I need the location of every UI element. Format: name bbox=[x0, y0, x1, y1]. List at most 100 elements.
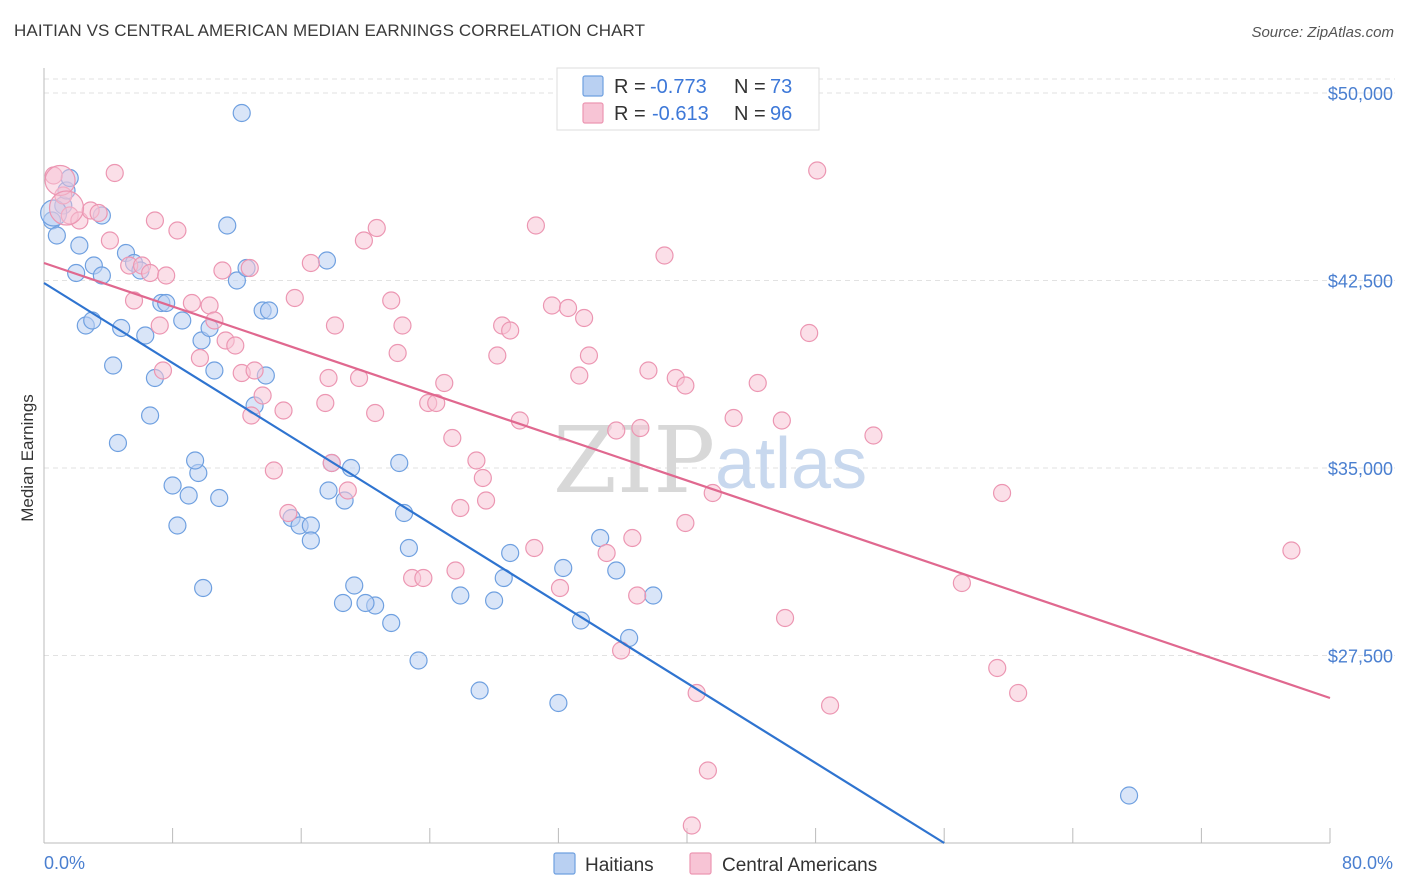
data-point bbox=[451, 586, 470, 605]
trend-line-central-americans bbox=[43, 261, 1331, 700]
data-point bbox=[473, 468, 492, 488]
data-point bbox=[550, 578, 570, 598]
legend-r-label-haitians: R = bbox=[614, 76, 646, 98]
data-point bbox=[333, 593, 353, 613]
data-point bbox=[213, 261, 232, 280]
data-point bbox=[446, 561, 465, 580]
data-point bbox=[279, 503, 298, 523]
data-point bbox=[70, 236, 89, 255]
y-tick-label: $27,500 bbox=[1328, 647, 1393, 667]
x-tick-label-min: 0.0% bbox=[44, 853, 85, 873]
data-point bbox=[988, 658, 1007, 678]
data-point bbox=[470, 681, 489, 700]
data-point bbox=[591, 528, 610, 548]
legend-swatch-haitians bbox=[582, 75, 604, 97]
data-point bbox=[382, 291, 401, 310]
data-point bbox=[724, 408, 743, 428]
data-point bbox=[644, 586, 663, 605]
x-tick-label-max: 80.0% bbox=[1342, 853, 1393, 873]
data-point bbox=[1282, 541, 1301, 560]
data-point bbox=[575, 308, 594, 328]
data-point bbox=[390, 453, 409, 473]
data-point bbox=[163, 476, 182, 495]
data-point bbox=[820, 696, 840, 715]
data-point bbox=[264, 461, 283, 480]
data-point bbox=[345, 576, 364, 595]
legend-r-value-haitians: -0.773 bbox=[650, 76, 707, 98]
data-point bbox=[488, 346, 507, 365]
y-axis-tick-labels: $27,500 $35,000 $42,500 $50,000 bbox=[1328, 84, 1393, 667]
data-point bbox=[179, 486, 198, 505]
data-point bbox=[89, 203, 108, 223]
data-point bbox=[319, 368, 338, 388]
data-point bbox=[579, 346, 599, 365]
bottom-legend-swatch-haitians bbox=[553, 852, 576, 875]
bottom-legend-swatch-central-americans bbox=[689, 852, 712, 875]
data-point bbox=[628, 586, 647, 605]
data-point bbox=[140, 263, 160, 283]
data-point bbox=[631, 418, 650, 438]
data-point bbox=[443, 428, 462, 448]
data-point bbox=[542, 296, 562, 315]
data-point bbox=[182, 293, 201, 313]
data-point bbox=[301, 253, 320, 273]
data-point bbox=[104, 356, 123, 375]
data-point bbox=[393, 316, 412, 335]
data-point bbox=[399, 538, 419, 558]
watermark-atlas: atlas bbox=[715, 424, 867, 504]
data-point bbox=[259, 301, 279, 320]
data-point bbox=[501, 543, 520, 563]
data-point bbox=[319, 481, 338, 500]
data-point bbox=[100, 231, 120, 250]
x-axis-ticks bbox=[43, 828, 1331, 843]
watermark: ZIP atlas bbox=[553, 407, 867, 514]
data-point bbox=[748, 373, 767, 393]
data-point-cluster bbox=[44, 164, 76, 197]
data-point bbox=[623, 528, 642, 548]
bottom-legend-label-haitians: Haitians bbox=[585, 855, 654, 876]
data-point bbox=[186, 451, 205, 470]
data-point bbox=[200, 296, 219, 315]
data-point bbox=[190, 348, 210, 368]
data-point bbox=[676, 376, 695, 395]
data-point bbox=[226, 336, 245, 355]
data-point bbox=[800, 323, 819, 343]
data-point bbox=[218, 216, 237, 235]
legend-r-value-central-americans: -0.613 bbox=[652, 103, 709, 125]
data-point bbox=[571, 611, 591, 630]
data-point bbox=[682, 816, 701, 835]
data-point bbox=[414, 568, 433, 588]
data-point bbox=[253, 386, 272, 405]
bottom-legend-label-central-americans: Central Americans bbox=[722, 855, 877, 876]
data-point bbox=[597, 543, 616, 563]
data-point bbox=[549, 693, 568, 713]
data-point bbox=[232, 103, 251, 123]
data-point bbox=[245, 361, 264, 380]
data-point bbox=[173, 311, 192, 330]
data-point bbox=[526, 216, 545, 235]
data-point bbox=[698, 761, 717, 780]
data-point bbox=[136, 326, 155, 345]
data-point bbox=[554, 558, 573, 578]
data-point bbox=[153, 361, 173, 380]
data-point bbox=[451, 498, 470, 518]
data-point bbox=[317, 251, 337, 270]
data-point bbox=[240, 258, 259, 278]
data-point bbox=[388, 343, 407, 363]
data-point bbox=[140, 406, 160, 425]
data-point bbox=[639, 361, 658, 380]
data-point bbox=[864, 426, 883, 445]
data-point bbox=[427, 393, 446, 413]
data-point bbox=[145, 211, 165, 230]
trend-lines bbox=[43, 261, 1331, 844]
data-point bbox=[525, 538, 544, 558]
source-label: Source: ZipAtlas.com bbox=[1251, 24, 1394, 41]
data-point bbox=[83, 311, 102, 330]
legend-r-label-central-americans: R = bbox=[614, 103, 646, 125]
data-point bbox=[47, 226, 66, 245]
data-point bbox=[808, 161, 827, 180]
data-point bbox=[157, 293, 176, 313]
data-point bbox=[338, 481, 357, 500]
series-central-americans-points bbox=[44, 161, 1301, 835]
